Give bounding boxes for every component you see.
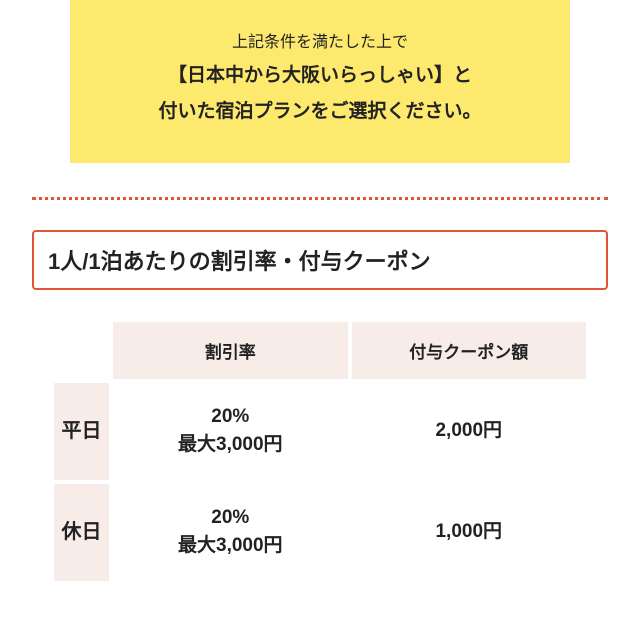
discount-table: 割引率 付与クーポン額 平日 20% 最大3,000円 2,000円 休日 20… [50,318,590,585]
table-header-coupon: 付与クーポン額 [352,322,586,379]
cell-coupon-weekday: 2,000円 [352,383,586,480]
rate-pct: 20% [121,403,339,432]
rate-pct: 20% [121,504,339,533]
cell-rate-weekday: 20% 最大3,000円 [113,383,347,480]
table-header-blank [54,322,109,379]
notice-box: 上記条件を満たした上で 【日本中から大阪いらっしゃい】と 付いた宿泊プランをご選… [70,0,570,163]
table-header-row: 割引率 付与クーポン額 [54,322,586,379]
rate-max: 最大3,000円 [121,431,339,460]
cell-rate-holiday: 20% 最大3,000円 [113,484,347,581]
row-label-holiday: 休日 [54,484,109,581]
section-heading: 1人/1泊あたりの割引率・付与クーポン [32,230,608,290]
notice-line-3: 付いた宿泊プランをご選択ください。 [90,94,550,130]
rate-max: 最大3,000円 [121,532,339,561]
table-row: 休日 20% 最大3,000円 1,000円 [54,484,586,581]
table-header-rate: 割引率 [113,322,347,379]
table-row: 平日 20% 最大3,000円 2,000円 [54,383,586,480]
cell-coupon-holiday: 1,000円 [352,484,586,581]
notice-line-2: 【日本中から大阪いらっしゃい】と [90,58,550,94]
row-label-weekday: 平日 [54,383,109,480]
dotted-divider [32,197,608,200]
notice-line-1: 上記条件を満たした上で [90,28,550,58]
